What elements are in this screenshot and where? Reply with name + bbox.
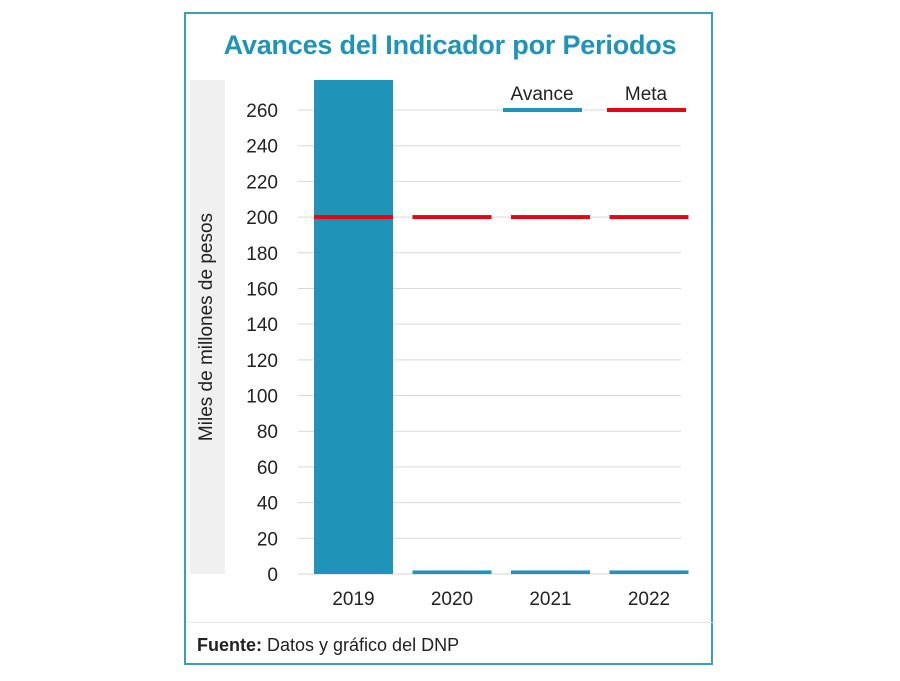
- y-tick-label: 240: [246, 137, 278, 158]
- bar-avance-2022: [609, 570, 689, 574]
- meta-line-2019: [314, 215, 393, 220]
- y-axis-label-background: [190, 80, 225, 574]
- bar-avance-2019: [314, 80, 393, 574]
- footer-divider: [186, 622, 713, 623]
- y-tick-label: 40: [257, 494, 278, 515]
- x-tick-label: 2022: [628, 589, 670, 610]
- source-label: Fuente:: [197, 635, 262, 655]
- y-tick-label: 100: [246, 387, 278, 408]
- chart-title: Avances del Indicador por Periodos: [223, 30, 677, 60]
- legend-label: Meta: [625, 84, 668, 105]
- y-tick-label: 220: [246, 172, 278, 193]
- y-tick-label: 140: [246, 315, 278, 336]
- meta-line-2021: [511, 215, 590, 220]
- x-tick-label: 2021: [529, 589, 571, 610]
- meta-line-2020: [412, 215, 492, 220]
- y-tick-label: 0: [267, 565, 278, 586]
- legend-swatch-meta: [607, 108, 686, 112]
- y-tick-label: 60: [257, 458, 278, 479]
- bar-avance-2020: [412, 570, 492, 574]
- x-tick-label: 2020: [431, 589, 473, 610]
- source-note: Fuente: Datos y gráfico del DNP: [197, 635, 459, 656]
- y-tick-label: 120: [246, 351, 278, 372]
- legend-swatch-avance: [503, 108, 582, 112]
- y-tick-label: 180: [246, 244, 278, 265]
- chart-frame: [184, 12, 713, 665]
- source-text: Datos y gráfico del DNP: [262, 635, 460, 655]
- y-tick-label: 80: [257, 422, 278, 443]
- y-tick-label: 20: [257, 529, 278, 550]
- meta-line-2022: [609, 215, 689, 220]
- x-tick-label: 2019: [332, 589, 374, 610]
- y-tick-label: 260: [246, 101, 278, 122]
- y-tick-label: 160: [246, 279, 278, 300]
- bar-avance-2021: [511, 570, 590, 574]
- legend-label: Avance: [510, 84, 573, 105]
- y-tick-label: 200: [246, 208, 278, 229]
